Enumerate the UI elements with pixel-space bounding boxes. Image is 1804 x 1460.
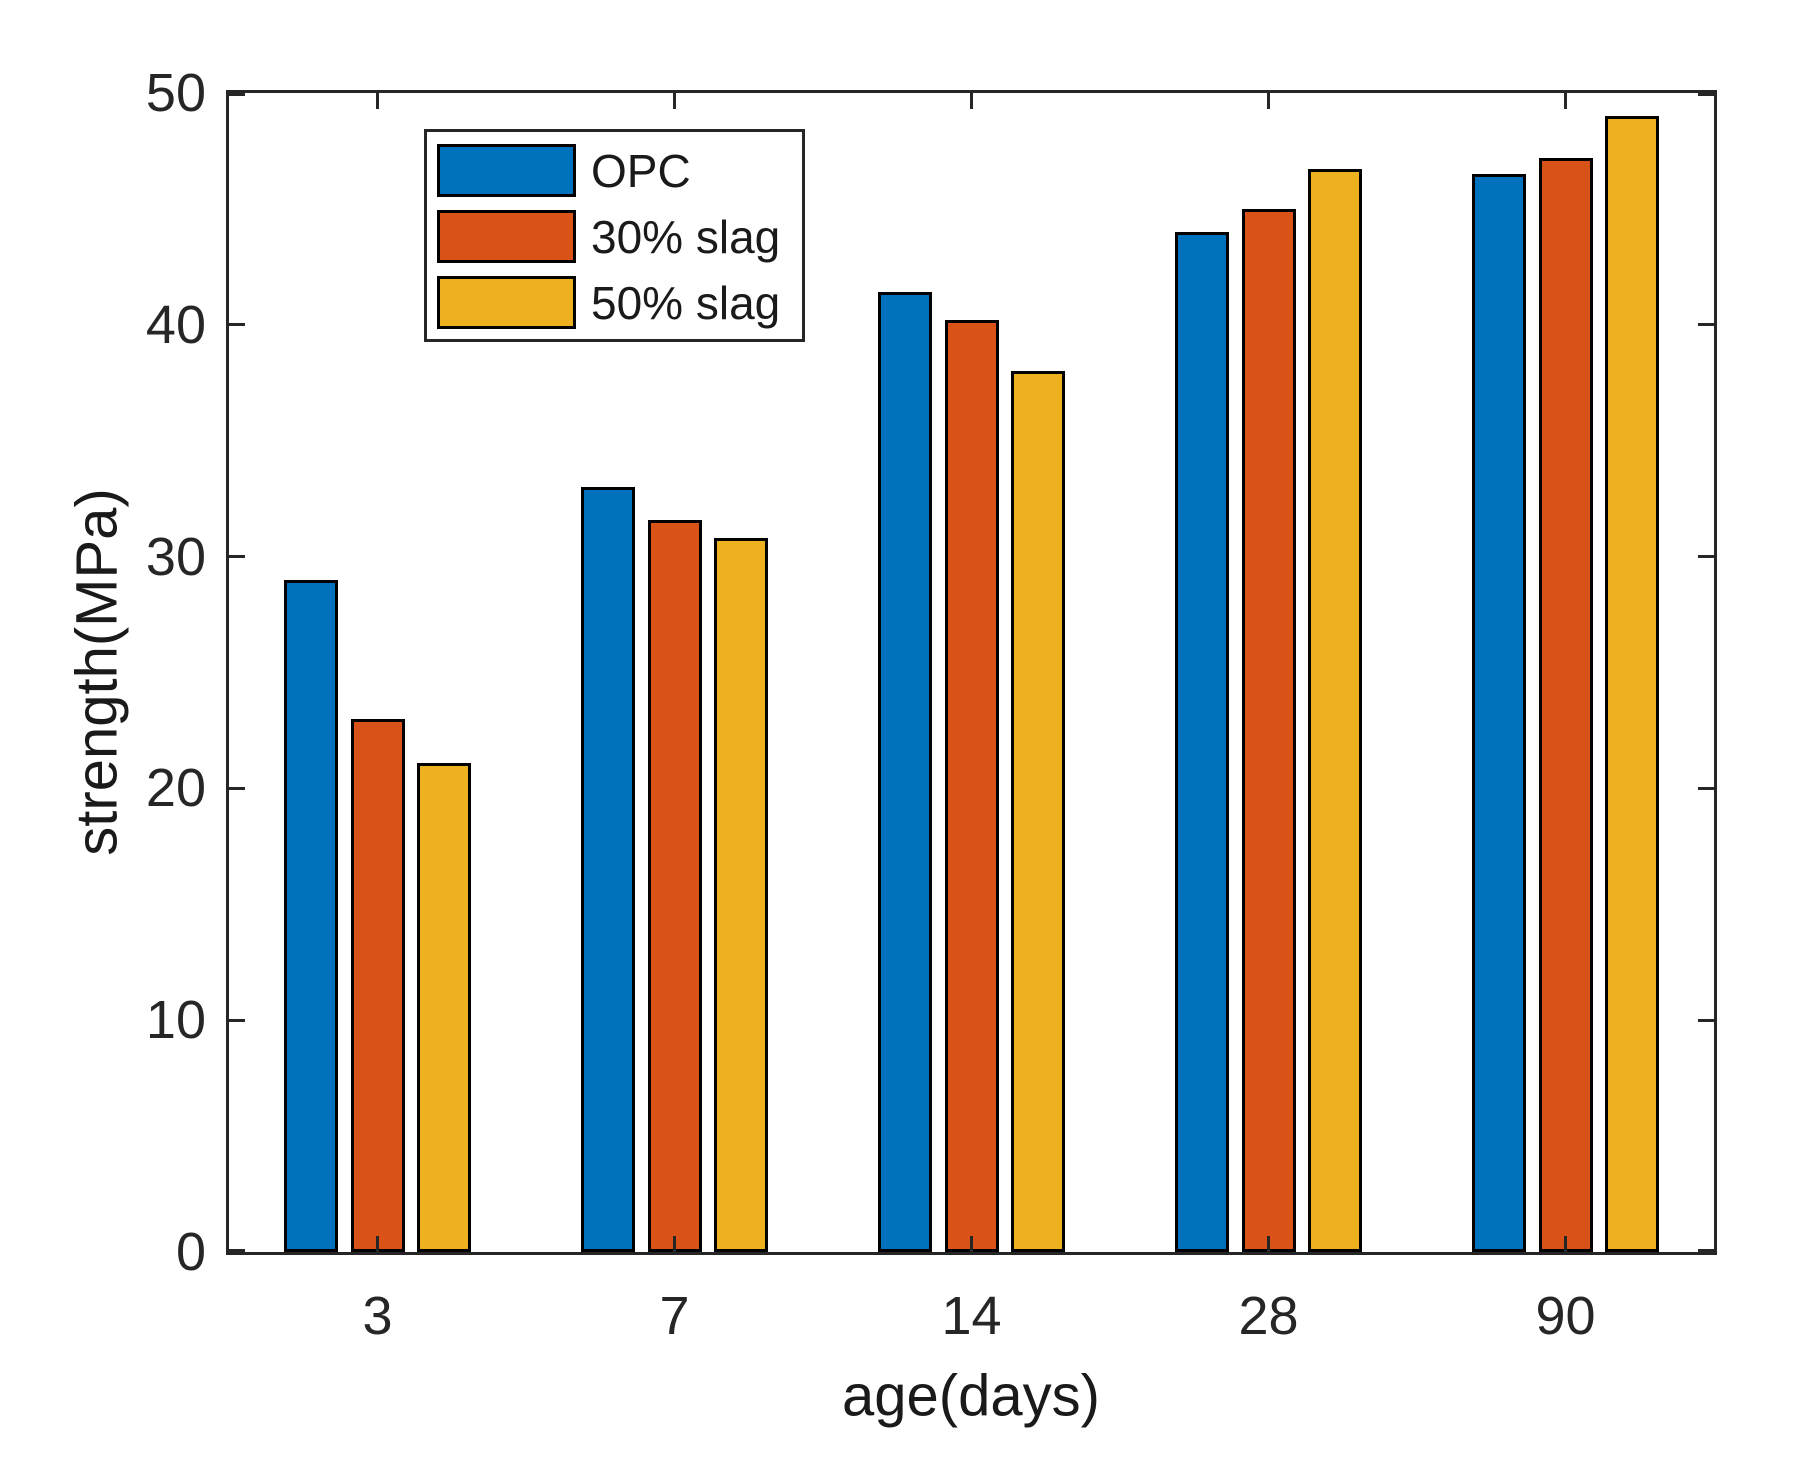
x-tick — [970, 1236, 973, 1252]
y-tick — [229, 93, 245, 96]
bar — [1472, 174, 1526, 1252]
bar — [944, 320, 999, 1252]
x-tick — [376, 93, 379, 109]
y-tick — [1698, 786, 1714, 790]
x-tick — [673, 1236, 676, 1252]
x-tick-label: 90 — [1535, 1286, 1596, 1346]
legend-label: 50% slag — [591, 276, 781, 329]
y-tick — [1698, 1018, 1714, 1022]
bar — [581, 487, 635, 1252]
bar — [714, 538, 768, 1252]
y-tick-label: 10 — [145, 990, 206, 1051]
x-tick — [673, 93, 676, 109]
x-axis-title: age(days) — [842, 1363, 1100, 1429]
x-tick — [1564, 1236, 1567, 1252]
bar — [878, 292, 932, 1252]
x-tick-label: 28 — [1238, 1286, 1299, 1346]
y-tick-label: 0 — [175, 1222, 206, 1282]
y-tick-label: 30 — [145, 526, 206, 587]
legend-label: OPC — [591, 144, 691, 197]
x-tick — [1267, 1236, 1270, 1252]
y-tick — [229, 323, 245, 327]
y-tick-label: 20 — [145, 758, 206, 819]
bar — [284, 580, 338, 1252]
plot-area: OPC 30% slag 50% slag — [226, 90, 1717, 1255]
x-tick — [970, 93, 973, 109]
legend-swatch — [437, 144, 576, 197]
legend-item: 50% slag — [437, 276, 802, 329]
y-tick — [229, 555, 245, 559]
legend-label: 30% slag — [591, 210, 781, 263]
y-tick-label: 40 — [145, 294, 206, 355]
x-tick-label: 3 — [362, 1286, 393, 1346]
bar — [1605, 116, 1659, 1252]
x-tick — [1267, 93, 1270, 109]
x-tick-label: 14 — [941, 1286, 1002, 1346]
y-tick — [229, 1249, 245, 1252]
y-tick — [1698, 93, 1714, 96]
legend-swatch — [437, 210, 576, 263]
y-tick — [1698, 555, 1714, 559]
legend-item: OPC — [437, 144, 802, 197]
y-tick — [1698, 1249, 1714, 1252]
legend: OPC 30% slag 50% slag — [424, 129, 805, 342]
bar — [350, 719, 405, 1252]
bar — [647, 520, 702, 1252]
bar — [417, 763, 471, 1252]
legend-item: 30% slag — [437, 210, 802, 263]
y-tick — [229, 786, 245, 790]
y-tick-label: 50 — [145, 63, 206, 123]
bar — [1308, 169, 1362, 1252]
y-tick — [229, 1018, 245, 1022]
x-tick-label: 7 — [659, 1286, 690, 1346]
bar — [1175, 232, 1229, 1252]
legend-swatch — [437, 276, 576, 329]
bar — [1241, 209, 1296, 1252]
x-tick — [1564, 93, 1567, 109]
y-tick — [1698, 323, 1714, 327]
x-tick — [376, 1236, 379, 1252]
bar — [1538, 158, 1593, 1252]
bar — [1011, 371, 1065, 1252]
